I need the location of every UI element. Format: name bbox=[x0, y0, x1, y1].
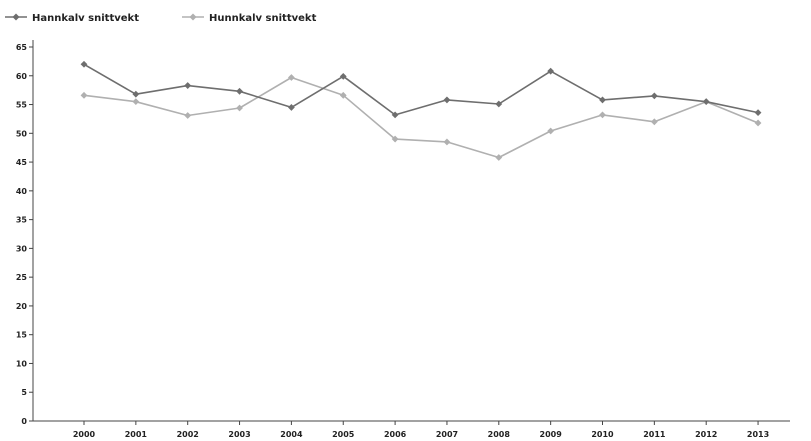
x-tick-label: 2002 bbox=[177, 430, 199, 439]
data-point bbox=[236, 104, 243, 112]
data-point bbox=[288, 74, 295, 81]
data-point bbox=[547, 67, 555, 75]
plot-area bbox=[80, 60, 762, 161]
x-tick-label: 2007 bbox=[436, 430, 458, 439]
x-tick-label: 2009 bbox=[540, 430, 563, 439]
data-point bbox=[495, 100, 503, 108]
data-point bbox=[443, 96, 451, 104]
y-tick-label: 20 bbox=[16, 302, 28, 311]
data-point bbox=[184, 82, 192, 89]
data-point bbox=[391, 111, 399, 119]
x-tick-label: 2012 bbox=[695, 430, 717, 439]
y-tick-label: 15 bbox=[16, 331, 28, 340]
x-tick-label: 2008 bbox=[488, 430, 511, 439]
legend-label-hannkalv: Hannkalv snittvekt bbox=[32, 13, 139, 24]
y-tick-label: 25 bbox=[16, 273, 28, 282]
y-tick-label: 40 bbox=[16, 187, 28, 196]
y-tick-label: 50 bbox=[16, 129, 28, 138]
y-tick-label: 60 bbox=[16, 72, 28, 81]
y-tick-label: 30 bbox=[16, 244, 28, 253]
series-line-hannkalv bbox=[83, 63, 759, 116]
y-tick-label: 5 bbox=[21, 388, 27, 397]
legend-item-hannkalv: Hannkalv snittvekt bbox=[5, 13, 139, 24]
x-tick-label: 2006 bbox=[384, 430, 407, 439]
data-point bbox=[132, 90, 140, 98]
data-point bbox=[288, 104, 295, 111]
data-point bbox=[754, 109, 762, 116]
x-tick-label: 2004 bbox=[280, 430, 303, 439]
axes: 0 5 10 15 20 25 30 35 40 45 50 55 60 65 2000 2001 2002 20… bbox=[16, 40, 790, 439]
y-tick-label: 65 bbox=[16, 43, 28, 52]
x-tick-label: 2011 bbox=[643, 430, 666, 439]
data-point bbox=[599, 111, 606, 119]
data-point bbox=[339, 91, 347, 99]
data-point bbox=[80, 60, 88, 68]
legend-marker-hannkalv bbox=[12, 13, 20, 21]
x-tick-label: 2010 bbox=[591, 430, 614, 439]
y-tick-label: 45 bbox=[16, 158, 28, 167]
data-point bbox=[702, 98, 710, 106]
data-point bbox=[650, 92, 658, 100]
data-point bbox=[80, 91, 88, 99]
series-line-hunnkalv bbox=[83, 76, 759, 159]
data-point bbox=[443, 138, 451, 146]
data-point bbox=[236, 87, 243, 95]
x-tick-label: 2005 bbox=[332, 430, 355, 439]
x-tick-label: 2000 bbox=[73, 430, 96, 439]
x-tick-label: 2013 bbox=[747, 430, 769, 439]
data-point bbox=[495, 154, 503, 161]
data-point bbox=[391, 135, 399, 143]
data-point bbox=[547, 127, 555, 135]
x-tick-label: 2003 bbox=[228, 430, 250, 439]
data-point bbox=[339, 72, 347, 80]
data-point bbox=[132, 98, 140, 106]
data-point bbox=[754, 119, 762, 127]
legend: Hannkalv snittvekt Hunnkalv snittvekt bbox=[5, 13, 317, 24]
x-tick-label: 2001 bbox=[125, 430, 148, 439]
y-tick-label: 0 bbox=[21, 417, 27, 426]
legend-label-hunnkalv: Hunnkalv snittvekt bbox=[209, 13, 317, 24]
data-point bbox=[650, 118, 658, 126]
y-tick-label: 35 bbox=[16, 216, 28, 225]
data-point bbox=[184, 112, 192, 119]
legend-marker-hunnkalv bbox=[189, 13, 197, 21]
y-tick-label: 55 bbox=[16, 101, 28, 110]
y-tick-label: 10 bbox=[16, 359, 28, 368]
legend-item-hunnkalv: Hunnkalv snittvekt bbox=[182, 13, 317, 24]
data-point bbox=[599, 96, 606, 104]
